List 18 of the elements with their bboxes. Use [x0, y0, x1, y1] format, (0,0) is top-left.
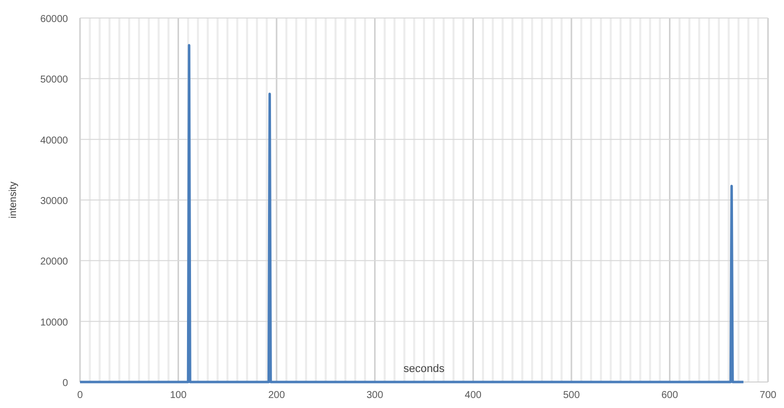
y-tick-label: 50000	[40, 74, 68, 86]
y-tick-label: 60000	[40, 14, 68, 25]
x-tick-label: 500	[563, 390, 580, 401]
y-tick-label: 20000	[40, 256, 68, 268]
x-tick-label: 600	[661, 390, 678, 401]
y-axis-title: intensity	[8, 182, 19, 218]
x-tick-label: 200	[268, 390, 286, 401]
x-tick-label: 100	[170, 390, 188, 401]
x-tick-label: 0	[77, 390, 84, 401]
x-tick-label: 400	[464, 390, 482, 401]
y-tick-label: 0	[62, 378, 68, 389]
y-tick-label: 40000	[40, 135, 68, 146]
y-tick-label: 10000	[40, 317, 68, 328]
line-series	[78, 44, 745, 384]
x-tick-label: 700	[760, 390, 777, 401]
x-tick-label: 300	[366, 390, 384, 401]
y-tick-label: 30000	[40, 196, 68, 207]
x-axis-title: seconds	[404, 363, 445, 375]
